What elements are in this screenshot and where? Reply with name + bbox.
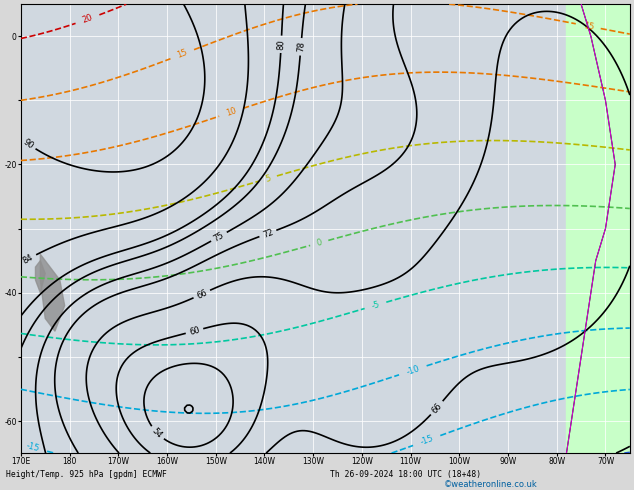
Text: 66: 66	[430, 401, 444, 415]
Text: -10: -10	[405, 364, 420, 377]
Text: ©weatheronline.co.uk: ©weatheronline.co.uk	[444, 480, 538, 489]
Text: 15: 15	[176, 48, 189, 60]
Text: -15: -15	[419, 434, 434, 447]
Text: Th 26-09-2024 18:00 UTC (18+48): Th 26-09-2024 18:00 UTC (18+48)	[330, 470, 481, 479]
Text: 66: 66	[195, 288, 209, 300]
Polygon shape	[41, 254, 65, 331]
Text: 60: 60	[188, 325, 201, 337]
Text: 20: 20	[81, 13, 94, 25]
Text: -15: -15	[25, 441, 41, 454]
Text: 10: 10	[224, 106, 238, 118]
Text: 5: 5	[264, 173, 272, 184]
Text: 54: 54	[150, 426, 164, 440]
Text: 15: 15	[582, 21, 594, 31]
Text: 72: 72	[261, 227, 275, 240]
Text: 78: 78	[296, 41, 306, 52]
Bar	[567, 4, 630, 453]
Text: -5: -5	[370, 300, 381, 311]
Polygon shape	[36, 261, 45, 293]
Text: 84: 84	[22, 252, 35, 266]
Text: 0: 0	[316, 238, 323, 248]
Text: Height/Temp. 925 hPa [gpdm] ECMWF: Height/Temp. 925 hPa [gpdm] ECMWF	[6, 470, 167, 479]
Text: 80: 80	[276, 39, 286, 50]
Text: 75: 75	[212, 230, 226, 243]
Text: 90: 90	[22, 137, 35, 150]
